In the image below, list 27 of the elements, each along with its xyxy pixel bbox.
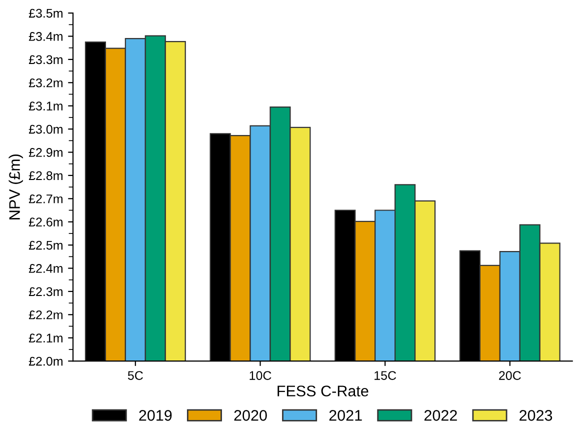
y-tick-label: £2.0m bbox=[28, 356, 62, 366]
y-tick-label: £2.2m bbox=[28, 310, 62, 320]
legend-label: 2022 bbox=[424, 410, 457, 421]
y-tick-label: £3.1m bbox=[28, 102, 62, 110]
x-tick-label: 10C bbox=[250, 371, 272, 380]
x-tick-label: 15C bbox=[374, 371, 396, 380]
y-tick-label: £2.5m bbox=[28, 240, 62, 250]
y-tick-label: £2.7m bbox=[28, 194, 62, 204]
y-tick-label: £2.9m bbox=[28, 148, 62, 157]
y-tick-label: £3.0m bbox=[28, 124, 62, 134]
y-tick-label: £2.4m bbox=[28, 264, 62, 273]
y-tick-label: £2.6m bbox=[28, 218, 62, 226]
legend-label: 2023 bbox=[520, 410, 552, 421]
y-tick-label: £3.5m bbox=[28, 8, 62, 18]
y-tick-label: £2.3m bbox=[28, 287, 62, 296]
x-tick-label: 20C bbox=[499, 371, 521, 380]
y-tick-label: £2.1m bbox=[28, 334, 62, 342]
x-tick-label: 5C bbox=[128, 371, 143, 380]
y-tick-label: £3.2m bbox=[28, 78, 62, 88]
legend-label: 2019 bbox=[139, 410, 172, 421]
y-tick-label: £2.8m bbox=[28, 171, 62, 180]
y-tick-label: £3.3m bbox=[28, 55, 62, 64]
legend-label: 2020 bbox=[234, 410, 267, 421]
y-axis-title: NPV (£m) bbox=[8, 154, 23, 220]
y-tick-label: £3.4m bbox=[28, 32, 62, 41]
legend-label: 2021 bbox=[329, 410, 362, 421]
x-axis-title: FESS C-Rate bbox=[278, 386, 368, 396]
